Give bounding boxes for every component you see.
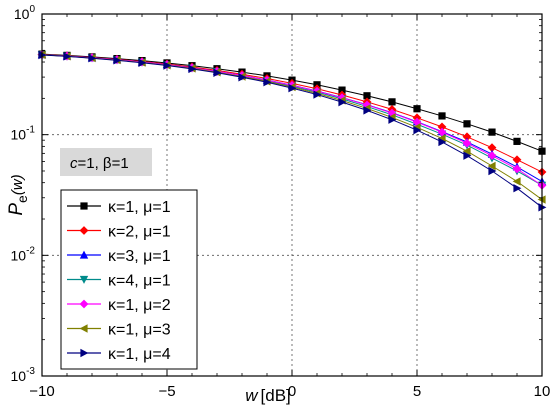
parameter-annotation: c=1, β=1 [60,148,152,176]
axis-ticks: −10 −5 0 5 10 10-3 10-2 10-1 100 [11,4,550,400]
annotation-params: =1, β=1 [78,155,129,172]
data-point [338,97,347,107]
x-tick-label: −10 [29,383,54,400]
data-point [462,138,472,148]
legend-swatch-marker [79,324,88,333]
legend-swatch-marker [79,275,89,284]
x-axis-var: w [245,386,259,405]
data-point [488,128,496,136]
data-point [487,151,497,161]
data-point [388,115,397,124]
data-point [513,184,522,193]
legend-swatch-marker [79,299,89,309]
legend-label: κ=2, μ=1 [108,224,171,241]
data-point [288,83,297,93]
legend-label: κ=4, μ=1 [108,273,171,290]
data-point [362,100,372,110]
legend-label: κ=1, μ=2 [108,297,171,314]
legend-entry-5: κ=1, μ=2 [67,297,171,314]
data-point [63,52,72,61]
data-point [188,64,197,74]
legend-entry-4: κ=4, μ=1 [67,273,171,290]
data-point [462,146,471,156]
data-point [163,61,172,70]
x-axis-unit: [dB] [261,386,291,405]
data-point [412,117,422,127]
data-point [387,108,397,118]
svg-text:c=1, β=1: c=1, β=1 [70,155,129,172]
y-tick-label: 100 [14,4,36,22]
data-point [413,105,421,113]
data-point [88,54,97,63]
legend-entry-2: κ=2, μ=1 [67,224,171,241]
data-point [437,122,447,132]
legend-swatch-marker [80,202,88,210]
data-point [512,164,522,174]
legend-label: κ=1, μ=3 [108,322,171,339]
data-point [512,177,521,186]
y-axis-subscript: e [14,195,30,203]
data-point [413,125,422,135]
legend-entry-7: κ=1, μ=4 [67,346,171,363]
legend-swatch-marker [80,348,89,358]
data-point [363,92,371,100]
data-point [337,93,347,103]
legend-entry-6: κ=1, μ=3 [67,322,171,339]
data-point [313,90,322,99]
x-tick-label: 5 [413,383,421,400]
data-point [338,86,346,94]
series-7 [38,50,547,212]
legend-swatch-marker [79,226,89,235]
legend-swatch-marker [79,250,89,259]
data-point [463,151,472,160]
legend-entry-3: κ=3, μ=1 [67,248,171,265]
y-axis-symbol: P [6,203,27,216]
data-point [463,120,471,128]
y-tick-label: 10-1 [11,125,36,143]
data-point [437,127,447,137]
y-axis-argument: (w) [9,174,26,195]
data-point [438,137,447,147]
y-tick-label: 10-3 [11,366,36,384]
data-point [363,106,372,115]
legend-entry-1: κ=1, μ=1 [67,199,171,216]
x-tick-label: 10 [534,383,550,400]
x-tick-label: −5 [158,383,175,400]
data-point [487,143,497,153]
data-point [488,166,497,176]
legend: κ=1, μ=1 κ=2, μ=1 κ=3, μ=1 κ=4, μ=1 κ=1, μ=2… [60,189,198,370]
y-axis-label: Pe(w) [6,174,30,215]
data-point [438,112,446,120]
legend-label: κ=1, μ=4 [108,346,171,363]
data-point [263,78,272,87]
data-point [462,132,472,142]
data-point [513,137,521,145]
data-point [487,161,496,171]
data-point [388,98,396,106]
data-point [512,155,522,165]
x-tick-label: 0 [288,383,296,400]
y-tick-label: 10-2 [11,245,36,263]
series-layer [37,50,547,212]
x-axis-label: w [dB] [245,386,291,405]
data-point [238,73,247,82]
data-point [213,68,222,77]
annotation-c-symbol: c [70,155,78,172]
legend-label: κ=3, μ=1 [108,248,171,265]
data-point [113,56,122,65]
data-point [138,58,147,68]
legend-label: κ=1, μ=1 [108,199,171,216]
